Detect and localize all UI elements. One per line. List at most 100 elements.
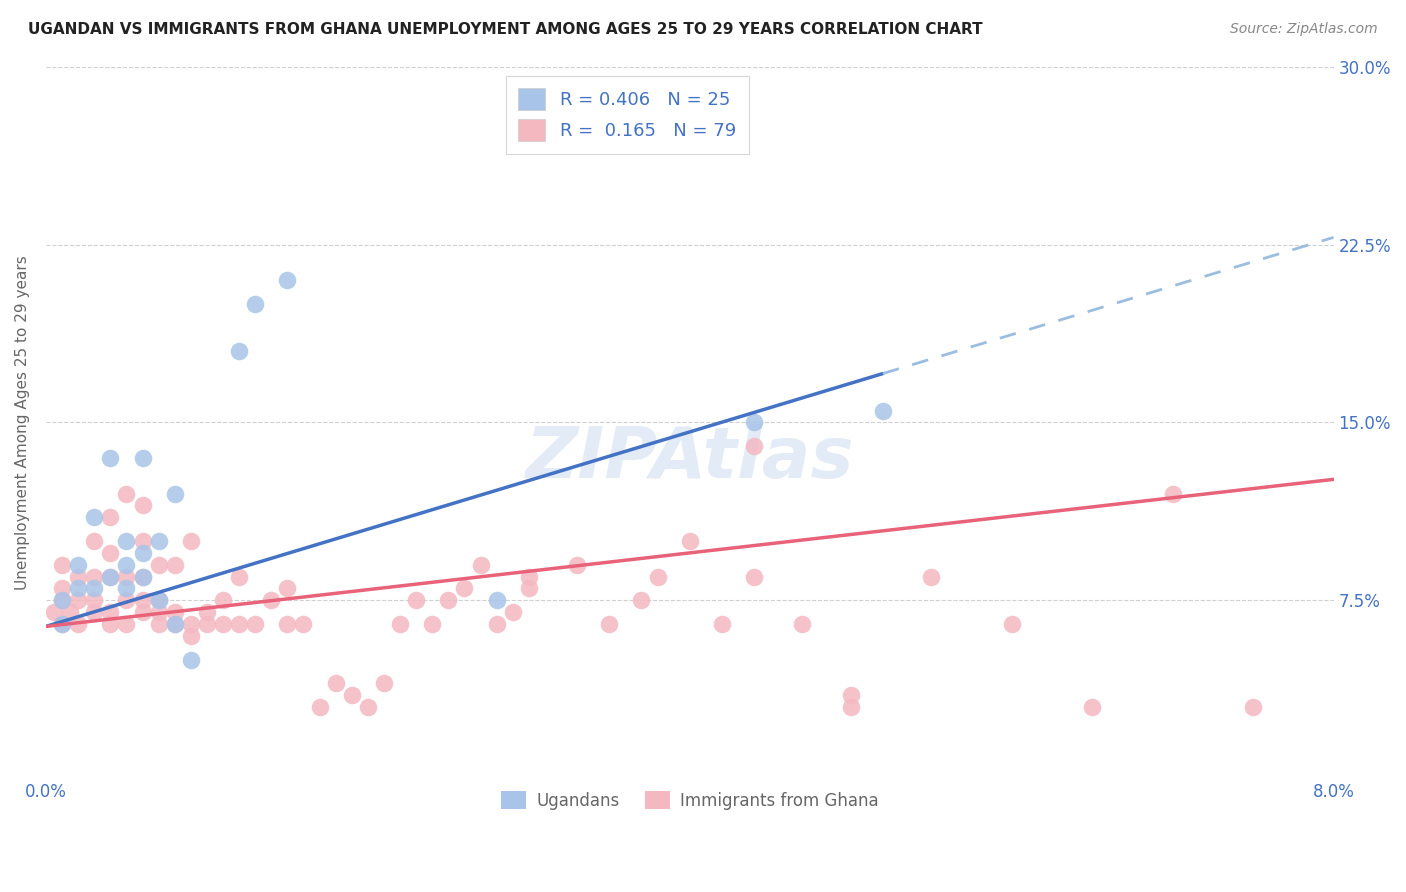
Point xyxy=(180,534,202,549)
Point xyxy=(148,534,170,549)
Point xyxy=(51,582,73,596)
Point xyxy=(630,593,652,607)
Point xyxy=(792,617,814,632)
Point xyxy=(405,593,427,607)
Point xyxy=(308,700,330,714)
Point xyxy=(357,700,380,714)
Text: UGANDAN VS IMMIGRANTS FROM GHANA UNEMPLOYMENT AMONG AGES 25 TO 29 YEARS CORRELAT: UGANDAN VS IMMIGRANTS FROM GHANA UNEMPLO… xyxy=(28,22,983,37)
Point xyxy=(83,569,105,583)
Point xyxy=(83,593,105,607)
Point xyxy=(131,499,153,513)
Point xyxy=(98,569,121,583)
Point xyxy=(98,546,121,560)
Point xyxy=(98,605,121,619)
Point xyxy=(647,569,669,583)
Point xyxy=(340,688,363,702)
Point xyxy=(51,617,73,632)
Point xyxy=(260,593,283,607)
Point xyxy=(276,617,298,632)
Point xyxy=(742,569,765,583)
Point xyxy=(679,534,702,549)
Text: Source: ZipAtlas.com: Source: ZipAtlas.com xyxy=(1230,22,1378,37)
Point xyxy=(115,582,138,596)
Point xyxy=(245,297,267,311)
Point xyxy=(163,558,186,572)
Point xyxy=(742,416,765,430)
Point xyxy=(163,617,186,632)
Point xyxy=(131,605,153,619)
Point xyxy=(83,534,105,549)
Point xyxy=(98,617,121,632)
Point xyxy=(148,593,170,607)
Point xyxy=(59,605,82,619)
Point xyxy=(115,486,138,500)
Point xyxy=(83,510,105,524)
Point xyxy=(485,593,508,607)
Point xyxy=(325,676,347,690)
Point xyxy=(180,629,202,643)
Point xyxy=(98,569,121,583)
Point xyxy=(195,605,218,619)
Point xyxy=(42,605,65,619)
Point xyxy=(67,617,90,632)
Point xyxy=(131,450,153,465)
Point xyxy=(228,617,250,632)
Point xyxy=(67,558,90,572)
Point xyxy=(437,593,460,607)
Point xyxy=(98,450,121,465)
Point xyxy=(67,582,90,596)
Point xyxy=(920,569,942,583)
Point xyxy=(1001,617,1024,632)
Point xyxy=(872,403,894,417)
Point xyxy=(83,582,105,596)
Point xyxy=(115,558,138,572)
Point xyxy=(839,688,862,702)
Point xyxy=(51,617,73,632)
Point xyxy=(276,273,298,287)
Point xyxy=(228,344,250,359)
Point xyxy=(195,617,218,632)
Point xyxy=(163,605,186,619)
Point xyxy=(67,569,90,583)
Point xyxy=(148,617,170,632)
Point xyxy=(131,534,153,549)
Point xyxy=(51,558,73,572)
Point xyxy=(502,605,524,619)
Point xyxy=(163,486,186,500)
Point xyxy=(98,510,121,524)
Point xyxy=(839,700,862,714)
Point xyxy=(148,593,170,607)
Point xyxy=(67,593,90,607)
Point xyxy=(228,569,250,583)
Point xyxy=(131,569,153,583)
Point xyxy=(453,582,475,596)
Point xyxy=(131,569,153,583)
Point xyxy=(148,558,170,572)
Point xyxy=(163,617,186,632)
Point xyxy=(389,617,412,632)
Point xyxy=(115,617,138,632)
Y-axis label: Unemployment Among Ages 25 to 29 years: Unemployment Among Ages 25 to 29 years xyxy=(15,255,30,590)
Point xyxy=(51,593,73,607)
Point xyxy=(292,617,315,632)
Point xyxy=(115,569,138,583)
Point xyxy=(148,605,170,619)
Point xyxy=(517,582,540,596)
Point xyxy=(1161,486,1184,500)
Point xyxy=(1241,700,1264,714)
Text: ZIPAtlas: ZIPAtlas xyxy=(526,424,853,492)
Point xyxy=(115,593,138,607)
Point xyxy=(565,558,588,572)
Point xyxy=(710,617,733,632)
Point xyxy=(180,617,202,632)
Point xyxy=(51,593,73,607)
Point xyxy=(420,617,443,632)
Point xyxy=(485,617,508,632)
Point xyxy=(517,569,540,583)
Point xyxy=(742,439,765,453)
Point xyxy=(180,653,202,667)
Point xyxy=(83,605,105,619)
Point xyxy=(115,534,138,549)
Legend: Ugandans, Immigrants from Ghana: Ugandans, Immigrants from Ghana xyxy=(495,784,884,816)
Point xyxy=(131,546,153,560)
